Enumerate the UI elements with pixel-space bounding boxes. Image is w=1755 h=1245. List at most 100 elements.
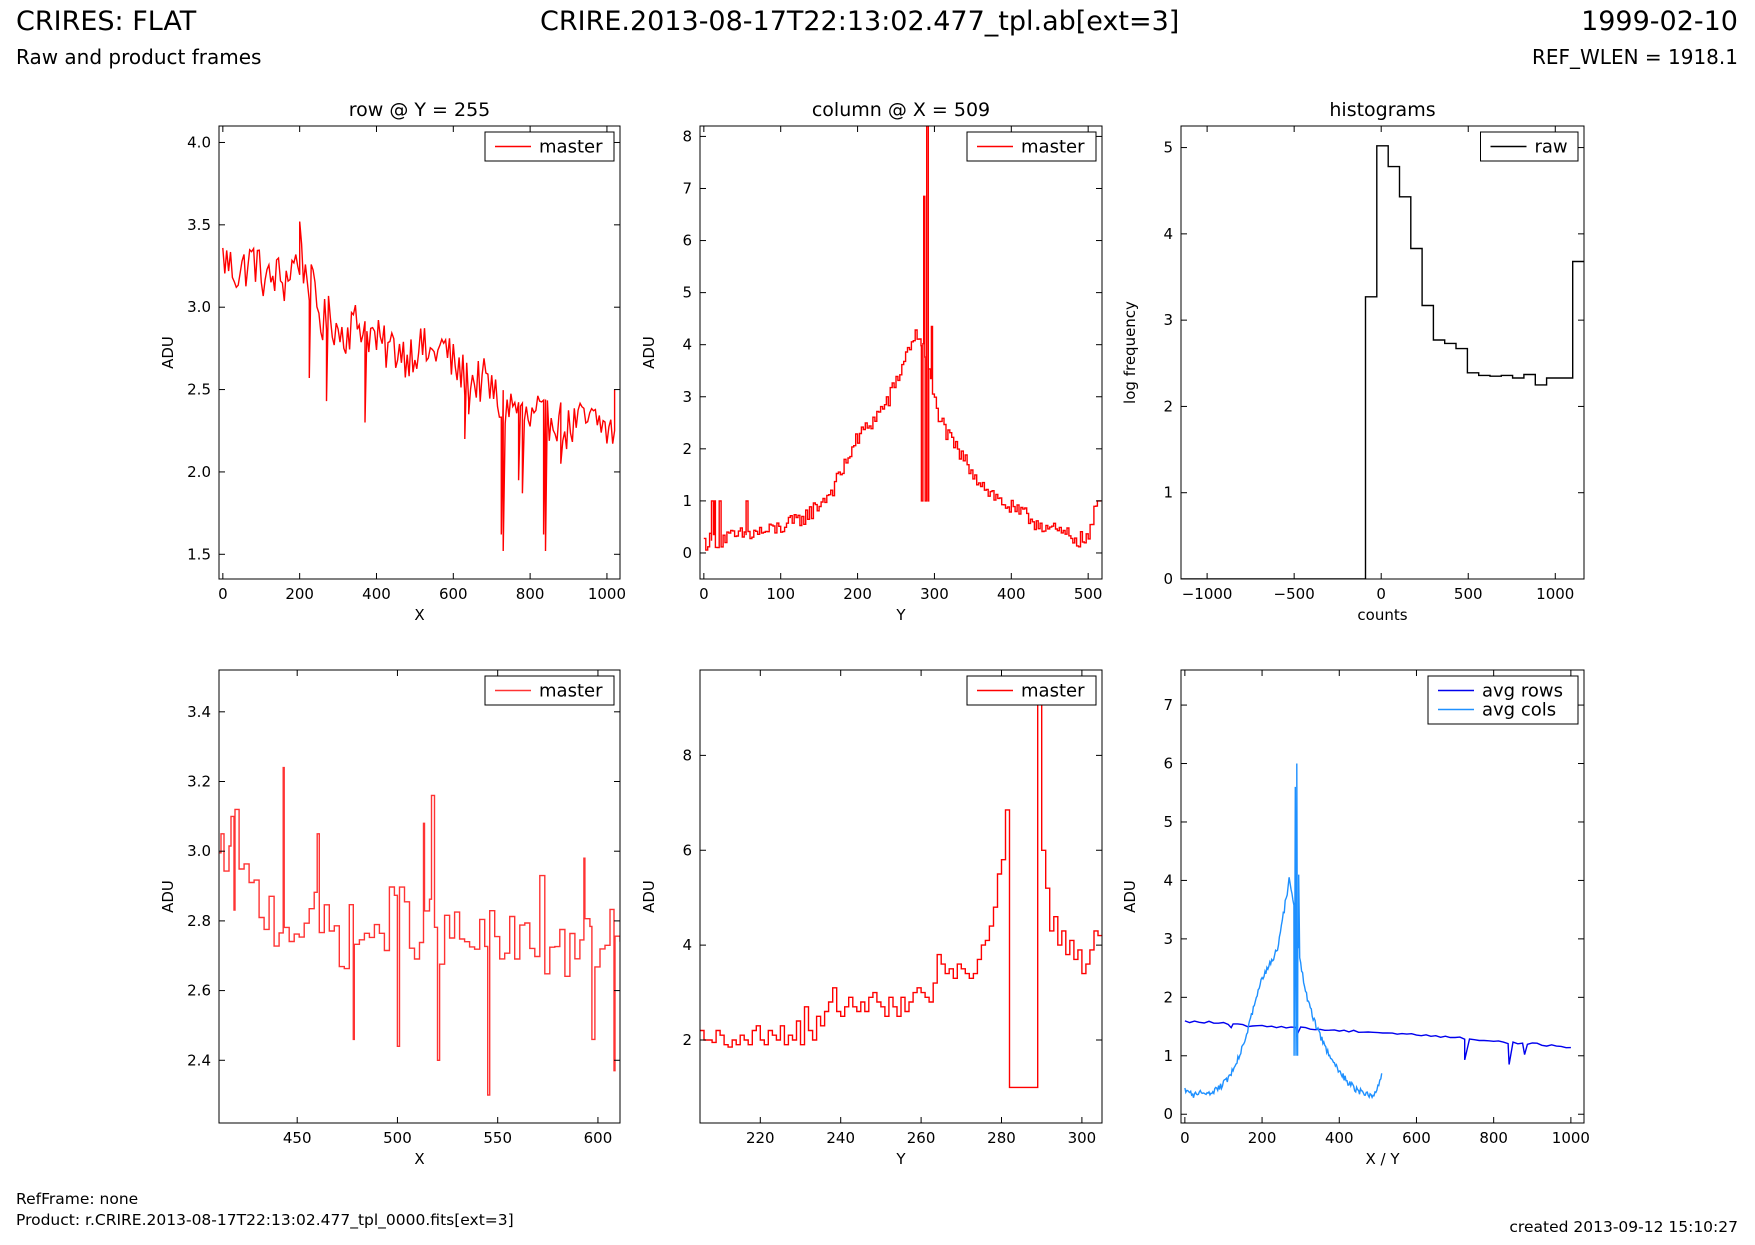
plot-frame [1180, 125, 1585, 580]
plot-frame [699, 669, 1103, 1124]
plot-frame [699, 125, 1103, 580]
series-line-master [703, 126, 1102, 551]
y-tick-label: 3.5 [187, 216, 211, 234]
y-tick-label: 3.0 [187, 298, 211, 316]
y-tick-label: 2.4 [187, 1051, 211, 1069]
x-tick-label: 0 [1376, 585, 1386, 603]
y-tick-label: 0 [682, 544, 692, 562]
x-tick-label: 200 [1248, 1129, 1277, 1147]
y-tick-label: 4 [682, 936, 692, 954]
x-tick-label: 400 [997, 585, 1026, 603]
x-axis-label: Y [895, 606, 906, 624]
x-tick-label: 0 [1180, 1129, 1190, 1147]
y-axis-label: log frequency [1121, 301, 1139, 404]
legend-label: avg cols [1482, 700, 1556, 721]
chart-title: row @ Y = 255 [349, 99, 491, 121]
plot-frame [1180, 669, 1585, 1124]
series-line-avg-rows [1184, 1020, 1571, 1065]
y-tick-label: 1 [1163, 1047, 1173, 1065]
x-tick-label: −1000 [1182, 585, 1233, 603]
legend-box [1427, 675, 1579, 725]
chart-title: histograms [1329, 99, 1435, 121]
y-tick-label: 0 [1163, 1105, 1173, 1123]
y-tick-label: 3 [682, 388, 692, 406]
y-axis-label: ADU [640, 880, 658, 913]
x-tick-label: 260 [907, 1129, 936, 1147]
y-tick-label: 5 [1163, 813, 1173, 831]
y-tick-label: 6 [682, 841, 692, 859]
chart-row-zoom: 450 500 550 600 2.4 2.6 2.8 3.0 3.2 3.4 X ADU master [159, 669, 621, 1168]
y-tick-label: 7 [682, 179, 692, 197]
x-tick-label: 300 [920, 585, 949, 603]
x-tick-label: 300 [1068, 1129, 1097, 1147]
x-tick-label: 200 [285, 585, 314, 603]
date-title: 1999-02-10 [1581, 6, 1738, 37]
y-tick-label: 2.8 [187, 912, 211, 930]
y-tick-label: 5 [682, 284, 692, 302]
x-tick-label: 1000 [1536, 585, 1574, 603]
x-tick-label: 1000 [588, 585, 626, 603]
y-tick-label: 2.6 [187, 982, 211, 1000]
y-tick-label: 3 [1163, 930, 1173, 948]
x-tick-label: 500 [1454, 585, 1483, 603]
x-tick-label: 600 [1402, 1129, 1431, 1147]
x-tick-label: −500 [1274, 585, 1315, 603]
y-tick-label: 7 [1163, 696, 1173, 714]
x-tick-label: 800 [1479, 1129, 1508, 1147]
x-axis-label: counts [1357, 606, 1407, 624]
chart-column-zoom: 220 240 260 280 300 2 4 6 8 Y ADU master [640, 669, 1103, 1168]
y-tick-label: 4 [1163, 225, 1173, 243]
x-tick-label: 240 [826, 1129, 855, 1147]
legend: raw [1480, 131, 1579, 162]
refframe-note: RefFrame: none [16, 1190, 139, 1208]
y-tick-label: 8 [682, 127, 692, 145]
x-tick-label: 500 [383, 1129, 412, 1147]
legend: master [966, 675, 1097, 706]
y-tick-label: 4 [682, 336, 692, 354]
x-tick-label: 400 [362, 585, 391, 603]
x-tick-label: 400 [1325, 1129, 1354, 1147]
report-subtitle: Raw and product frames [16, 45, 262, 69]
legend-label: master [539, 137, 603, 158]
y-tick-label: 8 [682, 746, 692, 764]
x-axis-label: X [414, 606, 424, 624]
y-tick-label: 2 [1163, 988, 1173, 1006]
y-tick-label: 6 [1163, 755, 1173, 773]
y-tick-label: 0 [1163, 570, 1173, 588]
y-tick-label: 2 [682, 440, 692, 458]
y-axis-label: ADU [1121, 880, 1139, 913]
product-note: Product: r.CRIRE.2013-08-17T22:13:02.477… [16, 1211, 514, 1229]
y-tick-label: 1.5 [187, 545, 211, 563]
legend-label: avg rows [1482, 681, 1563, 702]
series-line-raw [1181, 145, 1584, 579]
chart-histograms: −1000 −500 0 500 1000 0 1 2 3 4 5 histograms counts l… [1121, 99, 1585, 624]
x-tick-label: 800 [516, 585, 545, 603]
y-tick-label: 2.5 [187, 381, 211, 399]
y-axis-label: ADU [159, 336, 177, 369]
y-tick-label: 3.2 [187, 773, 211, 791]
y-tick-label: 3.4 [187, 703, 211, 721]
x-tick-label: 100 [766, 585, 795, 603]
y-tick-label: 6 [682, 232, 692, 250]
x-tick-label: 280 [987, 1129, 1016, 1147]
x-tick-label: 550 [483, 1129, 512, 1147]
ref-wavelength: REF_WLEN = 1918.1 [1531, 45, 1738, 69]
legend: master [966, 131, 1097, 162]
x-tick-label: 500 [1074, 585, 1103, 603]
x-tick-label: 600 [439, 585, 468, 603]
x-tick-label: 200 [843, 585, 872, 603]
plot-frame [218, 125, 621, 580]
x-axis-label: X [414, 1150, 424, 1168]
series-line-master [222, 221, 616, 552]
y-axis-label: ADU [159, 880, 177, 913]
legend: master [484, 675, 615, 706]
series-line-master [700, 683, 1102, 1089]
chart-row: 0 200 400 600 800 1000 1.5 2.0 2.5 3.0 3.5 4.0 row @… [159, 99, 626, 624]
chart-averages: 0 200 400 600 800 1000 0 1 2 3 4 5 6 7 X / Y ADU avg row… [1121, 669, 1590, 1168]
y-tick-label: 1 [682, 492, 692, 510]
x-tick-label: 0 [218, 585, 228, 603]
y-tick-label: 4 [1163, 871, 1173, 889]
y-tick-label: 2.0 [187, 463, 211, 481]
x-tick-label: 0 [699, 585, 709, 603]
